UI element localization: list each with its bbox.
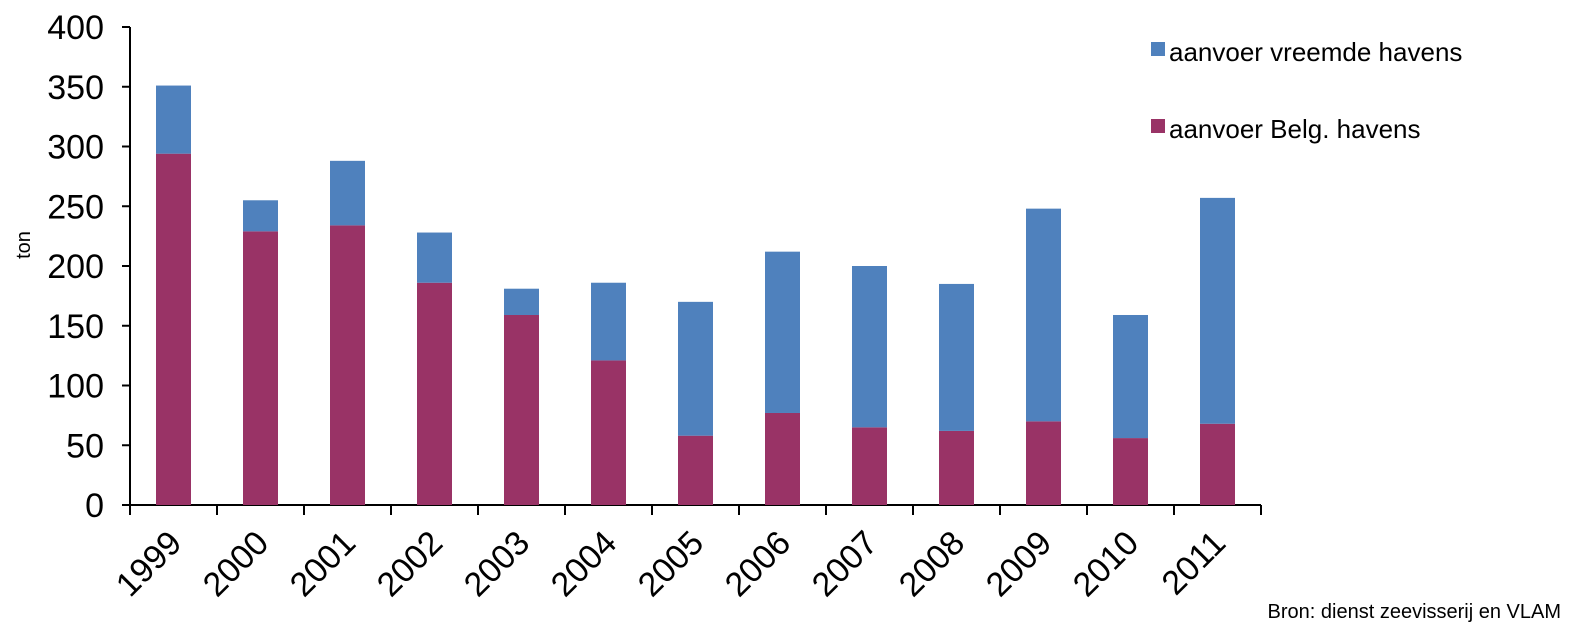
x-axis: 1999 2000 2001 2002 2003 2004 2005 2006 2007 2008…: [109, 504, 1262, 604]
x-tick-label: 2011: [1155, 524, 1234, 603]
x-tick-label: 2008: [892, 524, 972, 604]
bar-segment: [939, 283, 974, 431]
x-tick-label: 2010: [1066, 524, 1146, 604]
bar-segment: [1113, 438, 1148, 505]
x-tick-label: 2002: [370, 524, 450, 604]
bar-segment: [1200, 423, 1235, 505]
y-tick-label: 100: [47, 368, 104, 406]
legend: aanvoer vreemde havens aanvoer Belg. have…: [1151, 37, 1462, 144]
bar-segment: [156, 153, 191, 506]
bar-segment: [504, 288, 539, 315]
y-axis-label: ton: [13, 231, 35, 259]
y-tick-label: 200: [47, 248, 104, 286]
y-tick-label: 300: [47, 129, 104, 167]
bar-segment: [504, 314, 539, 505]
y-axis: 0 50 100 150 200 250 300 350 400: [47, 9, 131, 525]
x-tick-label: 2007: [805, 524, 885, 604]
bar-segment: [1026, 421, 1061, 505]
bar-segment: [330, 160, 365, 226]
x-tick-label: 2006: [718, 524, 798, 604]
y-tick-label: 0: [85, 487, 104, 525]
y-tick-label: 150: [47, 308, 104, 346]
legend-swatch: [1151, 42, 1165, 56]
bar-segment: [852, 427, 887, 505]
legend-label: aanvoer Belg. havens: [1169, 114, 1421, 144]
x-tick-label: 2000: [196, 524, 276, 604]
y-tick-label: 400: [47, 9, 104, 47]
y-tick-label: 250: [47, 188, 104, 226]
y-tick-label: 350: [47, 69, 104, 107]
bar-segment: [156, 85, 191, 154]
x-tick-label: 2009: [979, 524, 1059, 604]
bar-segment: [852, 266, 887, 428]
bar-segment: [1113, 314, 1148, 439]
legend-label: aanvoer vreemde havens: [1169, 37, 1462, 67]
bar-segment: [678, 435, 713, 505]
x-tick-label: 2001: [283, 524, 363, 604]
y-tick-label: 50: [66, 427, 104, 465]
x-tick-label: 2005: [631, 524, 711, 604]
bar-segment: [243, 200, 278, 232]
x-tick-label: 2003: [457, 524, 537, 604]
bar-segment: [243, 231, 278, 505]
bar-segment: [765, 412, 800, 505]
bars: [156, 85, 1235, 506]
bar-segment: [765, 251, 800, 413]
bar-segment: [1026, 208, 1061, 422]
x-tick-label: 2004: [544, 524, 624, 604]
bar-segment: [330, 225, 365, 505]
bar-segment: [678, 301, 713, 436]
legend-swatch: [1151, 119, 1165, 133]
bar-segment: [1200, 197, 1235, 424]
bar-segment: [591, 282, 626, 361]
bar-segment: [939, 430, 974, 505]
bar-segment: [417, 282, 452, 505]
bar-segment: [417, 232, 452, 283]
x-tick-label: 1999: [109, 524, 189, 604]
source-note: Bron: dienst zeevisserij en VLAM: [1267, 601, 1561, 623]
bar-segment: [591, 360, 626, 505]
